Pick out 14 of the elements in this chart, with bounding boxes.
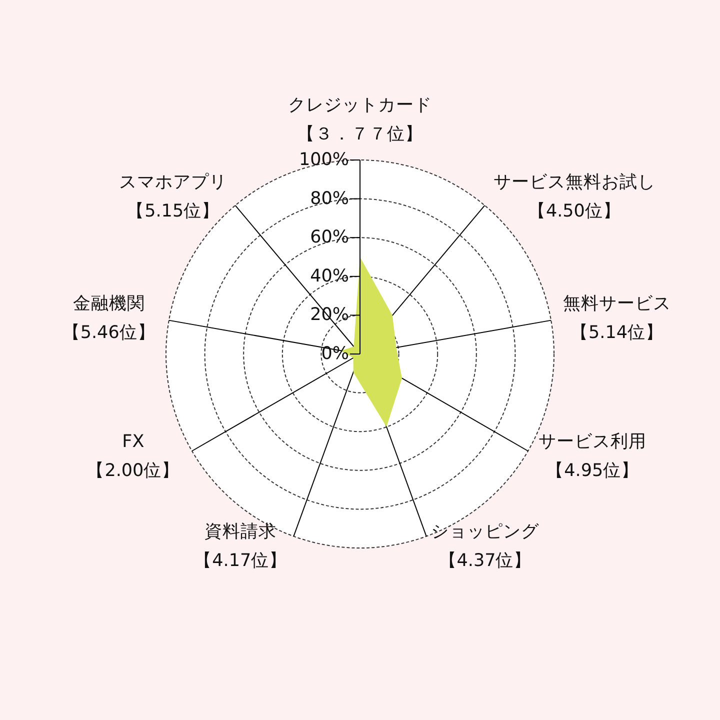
spoke-label: FX 【2.00位】 bbox=[86, 432, 180, 481]
spoke-label: サービス無料お試し【4.50位】 bbox=[493, 172, 656, 222]
y-tick-label: 100% bbox=[298, 150, 349, 170]
y-tick-label: 40% bbox=[310, 266, 349, 286]
spoke-label: 無料サービス【5.14位】 bbox=[563, 294, 672, 343]
spoke-label: スマホアプリ【5.15位】 bbox=[119, 171, 228, 222]
spoke-label: 金融機関【5.46位】 bbox=[62, 294, 156, 343]
y-tick-label: 60% bbox=[310, 228, 349, 248]
y-tick-label: 80% bbox=[310, 188, 349, 209]
y-tick-label: 0% bbox=[321, 344, 349, 364]
spoke-label: サービス利用【4.95位】 bbox=[538, 432, 647, 481]
spoke-label: 資料請求【4.17位】 bbox=[194, 522, 288, 572]
spoke-label: クレジットカード【３．７７位】 bbox=[288, 96, 432, 144]
spoke-label: ショッピング【4.37位】 bbox=[431, 522, 540, 572]
